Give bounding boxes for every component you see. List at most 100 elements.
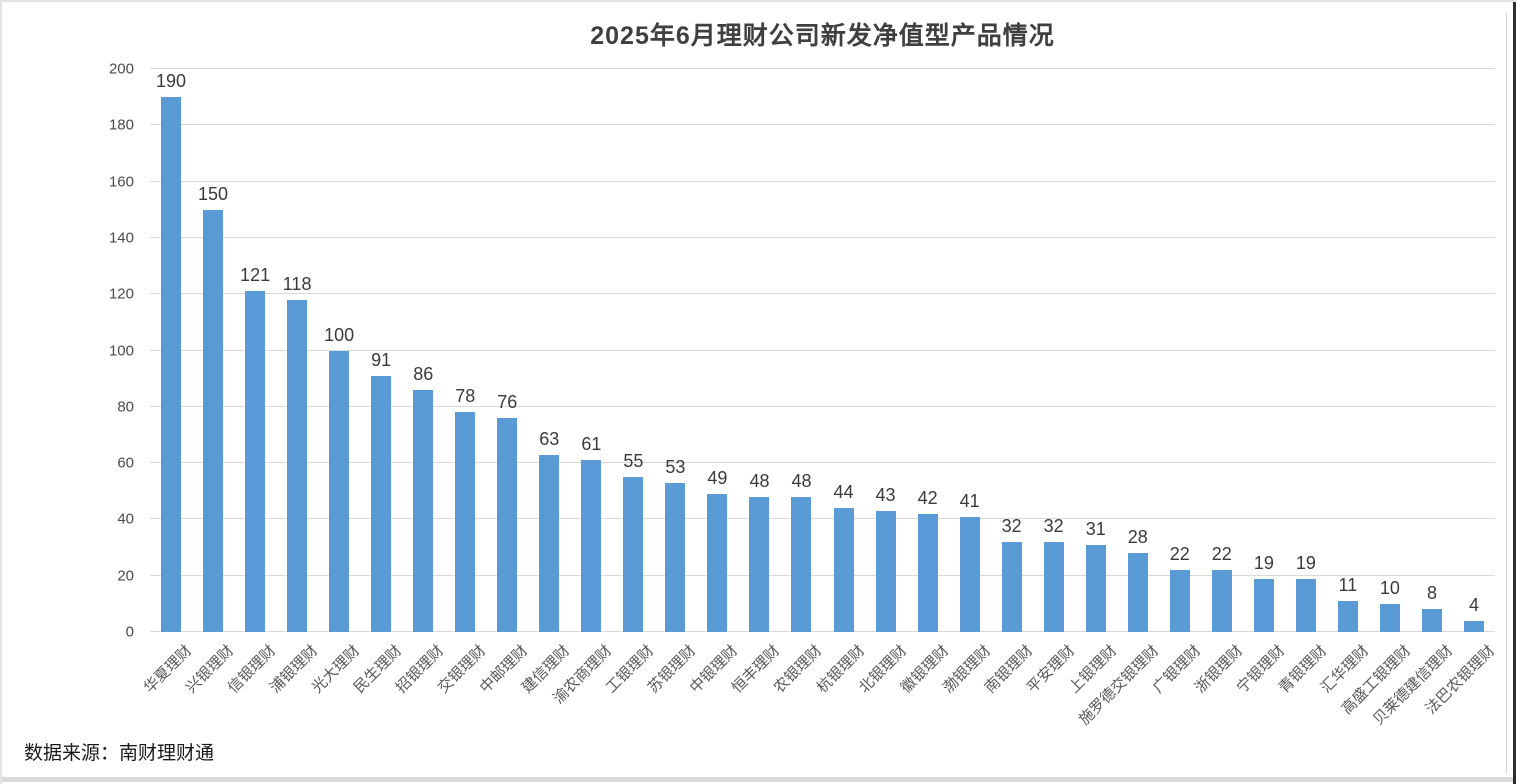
bar-value-label: 32 <box>1043 515 1064 536</box>
y-axis-tick-label: 180 <box>108 116 134 134</box>
bar-cell: 91 民生理财 <box>351 69 405 697</box>
bar <box>623 477 644 632</box>
bar-value-label: 100 <box>324 324 355 345</box>
source-note: 数据来源：南财理财通 <box>24 743 215 764</box>
bar-cell: 48 农银理财 <box>771 69 825 697</box>
gridline <box>150 631 1495 632</box>
bar-value-label: 10 <box>1379 577 1400 598</box>
bar-cell: 8 贝莱德建信理财 <box>1370 69 1456 728</box>
bar <box>1379 603 1400 632</box>
chart-title: 2025年6月理财公司新发净值型产品情况 <box>590 22 1055 50</box>
bar-value-label: 43 <box>875 484 896 505</box>
bar-cell: 49 中银理财 <box>687 69 741 697</box>
bar-cell: 11 汇华理财 <box>1318 69 1372 697</box>
bar <box>1043 541 1064 632</box>
bar <box>203 209 224 632</box>
bar-cell: 121 信银理财 <box>225 69 279 696</box>
bar <box>371 375 392 632</box>
window-right-edge <box>1513 2 1516 784</box>
bar <box>1295 578 1316 632</box>
bar-value-label: 19 <box>1253 552 1274 573</box>
y-axis-tick-label: 120 <box>108 285 134 303</box>
bar-cell: 78 交银理财 <box>435 69 489 696</box>
gridline <box>150 180 1495 182</box>
bar-value-label: 31 <box>1085 518 1106 539</box>
bar-cell: 43 北银理财 <box>855 69 909 697</box>
bar-value-label: 32 <box>1001 515 1022 536</box>
bar-cell: 4 法巴农银理财 <box>1422 69 1498 718</box>
bar <box>1001 541 1022 632</box>
gridline <box>150 462 1495 464</box>
bar-value-label: 190 <box>155 71 187 92</box>
bar <box>833 508 854 632</box>
bar-value-label: 11 <box>1338 575 1358 596</box>
chart-border-right <box>1506 12 1507 774</box>
bar-value-label: 76 <box>497 392 518 413</box>
y-axis-tick-label: 100 <box>108 342 134 359</box>
bar-cell: 42 徽银理财 <box>897 69 951 697</box>
bar-cell: 76 中邮理财 <box>477 69 531 697</box>
bar-cell: 41 渤银理财 <box>939 69 993 697</box>
bar-value-label: 22 <box>1169 544 1190 565</box>
bar-cell: 22 广银理财 <box>1149 69 1203 697</box>
gridline <box>150 518 1495 520</box>
bar-value-label: 63 <box>539 428 560 449</box>
bar <box>917 513 938 632</box>
y-axis: 0 20 40 60 80 100 120 140 160 180 200 <box>2 61 142 641</box>
bar-value-label: 28 <box>1127 527 1148 548</box>
bar <box>329 350 350 632</box>
bar-value-label: 19 <box>1295 552 1316 573</box>
bar <box>1085 544 1106 632</box>
bar <box>959 516 980 632</box>
y-axis-tick-label: 0 <box>125 623 134 641</box>
bar <box>749 496 770 632</box>
bar-value-label: 53 <box>665 456 686 477</box>
y-axis-tick-label: 60 <box>117 454 134 472</box>
gridline <box>150 293 1495 295</box>
bar <box>287 299 308 632</box>
bar-cell: 53 苏银理财 <box>645 69 699 697</box>
bar <box>497 418 518 632</box>
y-axis-tick-label: 80 <box>117 398 134 416</box>
bar <box>875 510 896 632</box>
gridline <box>150 236 1495 238</box>
bar-cell: 44 杭银理财 <box>813 69 867 696</box>
bar-value-label: 49 <box>707 468 728 489</box>
bar <box>581 460 602 632</box>
bar-cell: 55 工银理财 <box>603 69 657 696</box>
bar <box>539 454 560 632</box>
bar-cell: 118 浦银理财 <box>267 69 321 697</box>
bar <box>245 291 266 632</box>
bar-cell: 190 华夏理财 <box>141 69 195 696</box>
bar-cell: 86 招银理财 <box>393 69 447 697</box>
bar <box>1463 620 1484 632</box>
bar-value-label: 48 <box>749 470 770 491</box>
y-axis-tick-label: 20 <box>117 567 134 585</box>
bar-cell: 10 高盛工银理财 <box>1338 69 1414 718</box>
bar-cell: 150 兴银理财 <box>183 69 237 697</box>
bar-value-label: 118 <box>282 273 312 294</box>
bar-cell: 48 恒丰理财 <box>729 69 783 697</box>
bar <box>1211 570 1232 632</box>
bar <box>791 496 812 632</box>
bottom-scrollbar-track <box>2 777 1516 782</box>
gridline <box>150 405 1495 407</box>
bar <box>455 412 476 632</box>
bar-value-label: 55 <box>623 451 644 472</box>
bar-value-label: 150 <box>198 183 229 204</box>
bar-cell: 32 平安理财 <box>1023 69 1077 697</box>
bar-value-label: 4 <box>1468 594 1479 615</box>
bar <box>1253 578 1274 632</box>
bar-cell: 19 宁银理财 <box>1234 69 1288 697</box>
gridline <box>150 124 1495 126</box>
plot-area: 190 华夏理财 150 兴银理财 121 信银理财 118 浦银理财 100 光大理财 91 民生理… <box>141 68 1498 728</box>
bar <box>413 389 434 632</box>
bar-cell: 100 光大理财 <box>309 69 363 697</box>
bar <box>1421 609 1442 632</box>
bar-value-label: 91 <box>371 349 392 370</box>
bar-value-label: 44 <box>833 482 854 503</box>
bar-cell: 63 建信理财 <box>519 69 573 697</box>
bar <box>1127 553 1148 632</box>
bar <box>707 494 728 632</box>
